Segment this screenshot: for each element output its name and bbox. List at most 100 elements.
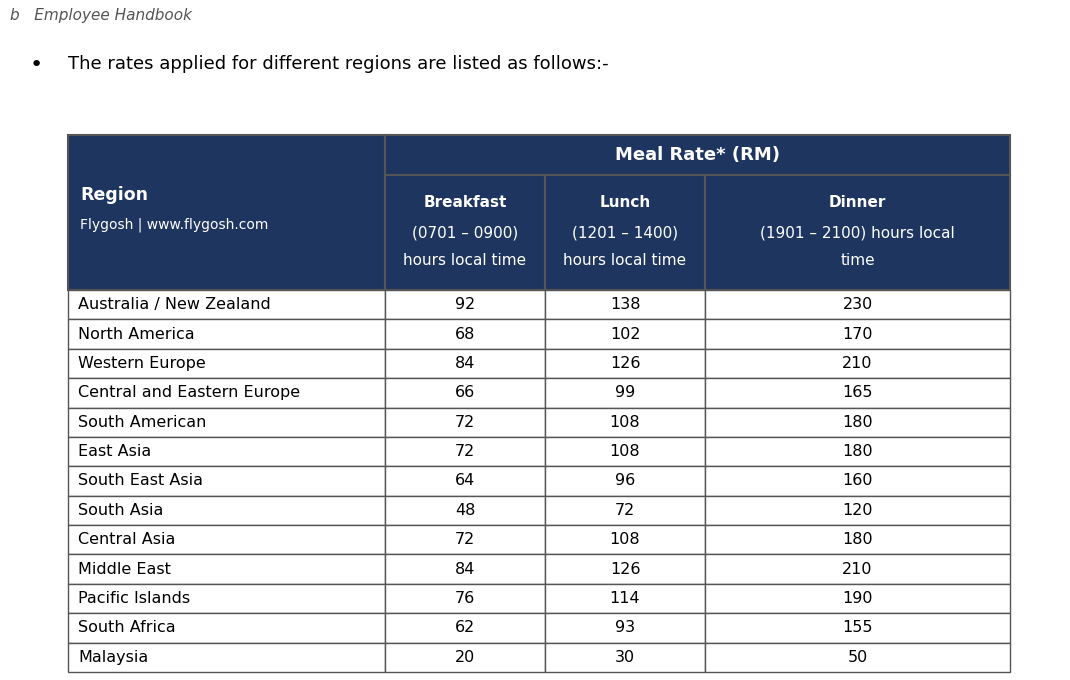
Bar xyxy=(385,525,545,554)
Bar xyxy=(545,349,705,378)
Bar xyxy=(545,320,705,349)
Text: 210: 210 xyxy=(842,562,873,577)
Text: 126: 126 xyxy=(610,562,640,577)
Text: 50: 50 xyxy=(847,650,868,665)
Bar xyxy=(385,496,545,525)
Bar xyxy=(705,349,1010,378)
Bar xyxy=(705,613,1010,643)
Bar xyxy=(385,378,545,407)
Text: 99: 99 xyxy=(615,386,636,401)
Text: 108: 108 xyxy=(610,532,640,547)
Bar xyxy=(68,378,385,407)
Bar xyxy=(385,407,545,437)
Text: South Africa: South Africa xyxy=(78,620,175,635)
Text: South East Asia: South East Asia xyxy=(78,473,203,488)
Text: 170: 170 xyxy=(842,326,873,341)
Text: Dinner: Dinner xyxy=(829,195,886,210)
Bar xyxy=(545,466,705,496)
Bar xyxy=(545,525,705,554)
Text: 96: 96 xyxy=(615,473,636,488)
Text: 64: 64 xyxy=(455,473,475,488)
Text: Malaysia: Malaysia xyxy=(78,650,149,665)
Text: 92: 92 xyxy=(455,297,475,312)
Text: 93: 93 xyxy=(615,620,636,635)
Bar xyxy=(385,135,1010,175)
Bar xyxy=(385,349,545,378)
Bar xyxy=(68,613,385,643)
Bar xyxy=(705,437,1010,466)
Text: 160: 160 xyxy=(842,473,873,488)
Bar xyxy=(545,378,705,407)
Bar xyxy=(545,175,705,290)
Text: Region: Region xyxy=(80,186,148,203)
Bar xyxy=(705,378,1010,407)
Text: Lunch: Lunch xyxy=(599,195,651,210)
Bar xyxy=(68,525,385,554)
Text: 48: 48 xyxy=(455,503,475,518)
Bar xyxy=(68,584,385,613)
Text: 180: 180 xyxy=(842,415,873,430)
Text: Middle East: Middle East xyxy=(78,562,171,577)
Bar xyxy=(385,437,545,466)
Text: 180: 180 xyxy=(842,444,873,459)
Bar xyxy=(68,554,385,584)
Bar xyxy=(68,135,385,290)
Bar xyxy=(385,643,545,672)
Bar xyxy=(68,407,385,437)
Bar xyxy=(385,290,545,320)
Text: 72: 72 xyxy=(455,532,475,547)
Text: East Asia: East Asia xyxy=(78,444,151,459)
Text: South Asia: South Asia xyxy=(78,503,164,518)
Bar xyxy=(705,407,1010,437)
Text: 108: 108 xyxy=(610,415,640,430)
Text: 66: 66 xyxy=(455,386,475,401)
Bar xyxy=(68,466,385,496)
Bar xyxy=(545,554,705,584)
Text: 76: 76 xyxy=(455,591,475,606)
Bar xyxy=(545,584,705,613)
Bar xyxy=(545,643,705,672)
Text: Meal Rate* (RM): Meal Rate* (RM) xyxy=(615,146,780,164)
Text: 126: 126 xyxy=(610,356,640,371)
Bar xyxy=(545,496,705,525)
Text: North America: North America xyxy=(78,326,195,341)
Text: 84: 84 xyxy=(455,356,475,371)
Bar xyxy=(68,643,385,672)
Text: 84: 84 xyxy=(455,562,475,577)
Text: 180: 180 xyxy=(842,532,873,547)
Bar xyxy=(545,407,705,437)
Bar xyxy=(68,496,385,525)
Text: Flygosh | www.flygosh.com: Flygosh | www.flygosh.com xyxy=(80,217,269,232)
Text: 72: 72 xyxy=(455,415,475,430)
Bar xyxy=(385,554,545,584)
Bar xyxy=(68,437,385,466)
Text: 230: 230 xyxy=(842,297,873,312)
Text: 210: 210 xyxy=(842,356,873,371)
Text: 108: 108 xyxy=(610,444,640,459)
Bar xyxy=(705,496,1010,525)
Text: (1901 – 2100) hours local: (1901 – 2100) hours local xyxy=(760,225,954,240)
Text: The rates applied for different regions are listed as follows:-: The rates applied for different regions … xyxy=(68,55,609,73)
Bar xyxy=(545,290,705,320)
Bar xyxy=(385,175,545,290)
Bar xyxy=(68,290,385,320)
Bar xyxy=(385,466,545,496)
Text: Pacific Islands: Pacific Islands xyxy=(78,591,190,606)
Text: Australia / New Zealand: Australia / New Zealand xyxy=(78,297,271,312)
Text: South American: South American xyxy=(78,415,207,430)
Bar xyxy=(68,320,385,349)
Text: time: time xyxy=(840,253,875,268)
Bar xyxy=(385,320,545,349)
Bar xyxy=(705,466,1010,496)
Text: 68: 68 xyxy=(455,326,475,341)
Text: 165: 165 xyxy=(842,386,873,401)
Text: hours local time: hours local time xyxy=(403,253,526,268)
Text: (0701 – 0900): (0701 – 0900) xyxy=(412,225,518,240)
Text: 102: 102 xyxy=(610,326,640,341)
Bar xyxy=(545,437,705,466)
Bar xyxy=(545,613,705,643)
Bar xyxy=(705,643,1010,672)
Text: 138: 138 xyxy=(610,297,640,312)
Text: 20: 20 xyxy=(455,650,475,665)
Bar xyxy=(705,175,1010,290)
